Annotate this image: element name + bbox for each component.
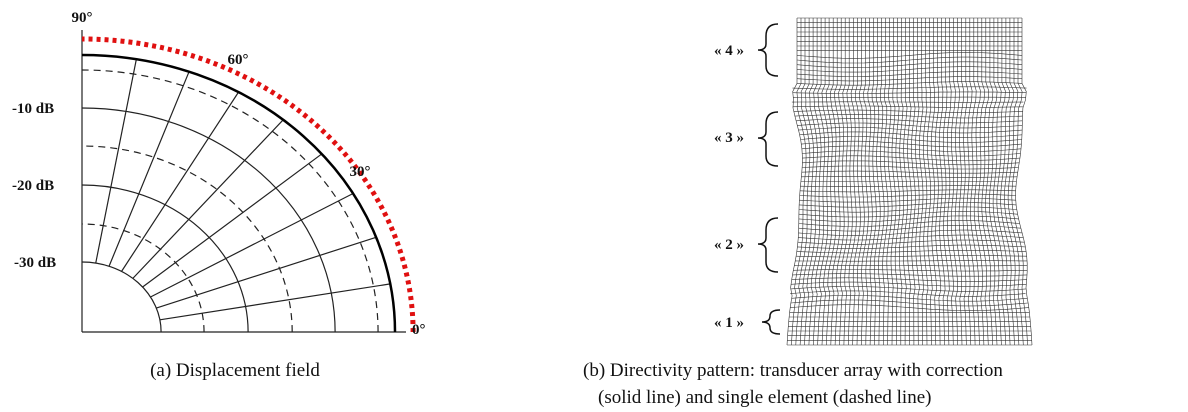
radial-line: [150, 192, 354, 298]
mesh-line: [802, 150, 1021, 157]
angle-label: 90°: [72, 10, 93, 26]
mesh-line: [792, 273, 1028, 277]
dashed-arc: [81, 223, 205, 333]
mesh-line: [802, 165, 1019, 170]
caption: (solid line) and single element (dashed …: [598, 387, 931, 408]
mesh-line: [791, 295, 1028, 302]
mesh-line: [792, 86, 1027, 90]
mesh-line: [797, 244, 1026, 249]
mesh-line: [795, 260, 1028, 262]
dashed-arc: [81, 69, 379, 333]
angle-label: 60°: [228, 52, 249, 68]
mesh-line: [796, 71, 1023, 77]
mesh-line: [797, 239, 1025, 245]
radial-line: [132, 119, 284, 279]
mesh-line: [802, 160, 1020, 166]
mesh-line: [793, 96, 1026, 98]
mesh-line: [793, 109, 1023, 113]
caption: (b) Directivity pattern: transducer arra…: [583, 360, 1003, 381]
mesh-line: [794, 265, 1028, 267]
mesh-line: [798, 211, 1018, 218]
mesh-line: [799, 189, 1016, 193]
zone-label: « 4 »: [714, 43, 744, 59]
mesh-line: [798, 220, 1020, 227]
mesh-line: [798, 127, 1023, 134]
mesh-line: [786, 18, 803, 346]
mesh-line: [799, 131, 1023, 138]
mesh-line: [790, 290, 1026, 297]
grid-arc: [81, 184, 249, 333]
radial-line: [159, 283, 391, 321]
mesh-line: [796, 81, 1023, 86]
mesh-line: [796, 76, 1023, 82]
mesh-line: [799, 193, 1016, 198]
mesh-line: [801, 145, 1022, 152]
mesh-line: [798, 206, 1017, 213]
zone-label: « 1 »: [714, 315, 744, 331]
mesh-line: [796, 66, 1023, 73]
mesh-line: [796, 118, 1023, 124]
mesh-plot: [786, 17, 1033, 346]
dotted-line: [81, 36, 416, 333]
mesh-line: [799, 202, 1017, 208]
radial-line: [142, 153, 323, 288]
mesh-line: [797, 122, 1023, 129]
mesh-line: [790, 304, 1029, 311]
mesh-line: [796, 250, 1027, 254]
mesh-line: [796, 56, 1023, 64]
mesh-line: [801, 176, 1018, 178]
mesh-line: [798, 215, 1019, 223]
radial-line: [156, 236, 377, 309]
mesh-line: [798, 225, 1021, 232]
angle-label: 30°: [350, 164, 371, 180]
mesh-line: [793, 269, 1028, 272]
mesh-line: [798, 234, 1024, 241]
zone-label: « 2 »: [714, 237, 744, 253]
dashed-arc: [81, 145, 293, 333]
mesh-line: [798, 229, 1023, 236]
mesh-line: [790, 281, 1027, 287]
mesh-line: [791, 101, 1024, 103]
mesh-line: [792, 105, 1023, 108]
brackets: [757, 23, 781, 335]
mesh-line: [800, 185, 1017, 187]
mesh-line: [799, 197, 1016, 203]
grid-arc: [81, 107, 336, 333]
angle-label: 0°: [412, 322, 426, 338]
mesh-line: [801, 140, 1022, 148]
mesh-line: [796, 52, 1023, 59]
mesh-line: [790, 299, 1029, 307]
mesh-line: [802, 155, 1020, 161]
mesh-line: [791, 277, 1027, 282]
mesh-line: [796, 61, 1023, 68]
mesh-line: [796, 255, 1027, 258]
level-label: -30 dB: [14, 255, 56, 271]
mesh-line: [790, 286, 1026, 292]
zone-label: « 3 »: [714, 130, 744, 146]
grid-arc: [81, 261, 162, 333]
caption: (a) Displacement field: [150, 360, 320, 381]
radial-line: [95, 59, 137, 264]
radial-line: [121, 91, 240, 272]
mesh-line: [794, 114, 1023, 119]
level-label: -20 dB: [12, 178, 54, 194]
mesh-line: [800, 136, 1022, 143]
level-label: -10 dB: [12, 101, 54, 117]
mesh-line: [801, 170, 1018, 174]
radial-line: [108, 71, 190, 267]
polar-plot: [81, 30, 416, 333]
solid-line: [81, 53, 397, 333]
mesh-line: [792, 91, 1027, 94]
